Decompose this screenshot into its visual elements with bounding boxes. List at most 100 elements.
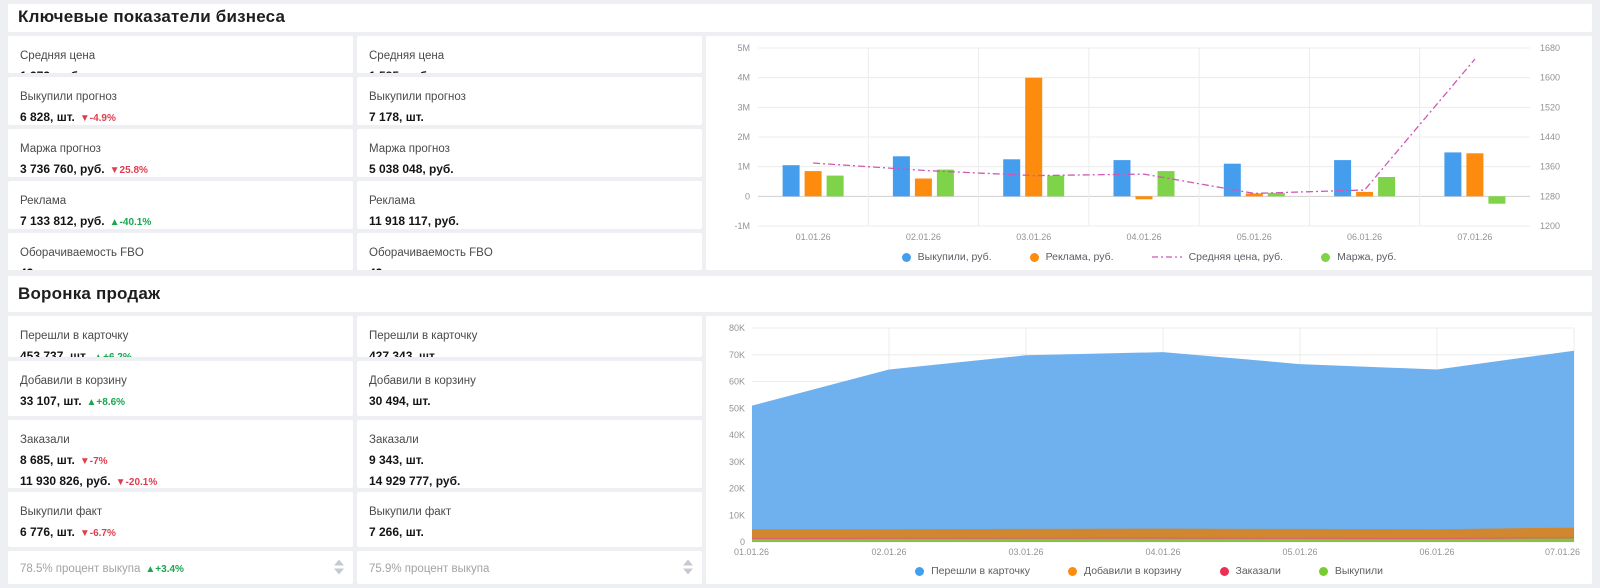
metric-label: Реклама: [369, 195, 416, 208]
card-line: 33 107, шт. ▲+8.6%: [20, 390, 341, 411]
card-line: Выкупили прогноз: [369, 85, 690, 106]
card-line: 427 343, шт.: [369, 345, 690, 357]
sales-funnel-section: Воронка продаж Перешли в карточку 453 737…: [8, 276, 1592, 584]
metric-delta: ▼25.8%: [109, 165, 148, 177]
business-kpi-section: Ключевые показатели бизнеса Средняя цена…: [8, 4, 1592, 270]
svg-text:70K: 70K: [729, 350, 745, 360]
legend-item-1[interactable]: Добавили в корзину: [1067, 565, 1182, 577]
metric-value: 48. 410 000 004, руб.: [369, 546, 487, 547]
card-line: 11 930 826, руб. ▼-20.1%: [20, 470, 341, 488]
legend-label: Перешли в карточку: [931, 565, 1030, 577]
series-dot-icon: [1321, 252, 1331, 262]
metric-delta: ▼-6.7%: [79, 528, 116, 540]
legend-label: Средняя цена, руб.: [1188, 251, 1284, 263]
legend-label: Заказали: [1235, 565, 1281, 577]
metric-label: Средняя цена: [20, 50, 96, 62]
card-line: Заказали: [20, 428, 341, 449]
stepper-down-icon[interactable]: [334, 568, 344, 575]
card-line: Оборачиваемость FBO: [369, 241, 690, 262]
stepper-up-icon[interactable]: [683, 559, 693, 566]
legend-label: Реклама, руб.: [1045, 251, 1114, 263]
svg-text:1520: 1520: [1540, 102, 1560, 112]
stepper-up-icon[interactable]: [334, 559, 344, 566]
card-line: Заказали: [369, 428, 690, 449]
card-line: 7 178, шт.: [369, 106, 690, 125]
stepper-down-icon[interactable]: [683, 568, 693, 575]
metric-delta: ▲+6.2%: [93, 352, 132, 357]
kpi-card-redeemed-fact: Выкупили факт 6 776, шт. ▼-6.7% 32 793 846,…: [8, 492, 353, 547]
card-line: 7.14% добавили в корзину: [369, 411, 690, 416]
business-kpi-chart: 5M 1680 4M 1600 3M 1520 2M 1440 1M 1360 0 1280 -1M 12…: [735, 43, 1561, 242]
metric-value: 7 266, шт.: [369, 525, 424, 540]
legend-item-0[interactable]: Перешли в карточку: [915, 565, 1030, 577]
metric-value: 1 585, руб.: [369, 69, 430, 73]
metric-delta: ▲-3%: [63, 269, 91, 270]
svg-text:03.01.26: 03.01.26: [1016, 232, 1051, 242]
business-kpi-chart-legend: Выкупили, руб. Реклама, руб. Средняя цена,…: [712, 248, 1586, 268]
svg-text:04.01.26: 04.01.26: [1126, 232, 1161, 242]
metric-delta: ▼-20.1%: [115, 477, 158, 489]
metric-value: 453 737, шт.: [20, 349, 89, 358]
metric-label: Выкупили факт: [20, 506, 103, 519]
kpi-card-avg-price: Средняя цена 1 373, руб. ▼-13.4%: [8, 36, 353, 73]
card-line: 6 776, шт. ▼-6.7%: [20, 521, 341, 542]
metric-value: 1 373, руб.: [20, 69, 81, 73]
card-line: 7 266, шт.: [369, 521, 690, 542]
metric-value: 427 343, шт.: [369, 349, 438, 358]
metric-label: Выкупили прогноз: [20, 90, 117, 103]
sales-funnel-body: Перешли в карточку 453 737, шт. ▲+6.2% Доба…: [8, 316, 1592, 584]
section-title: Воронка продаж: [18, 284, 161, 303]
metric-value: 30 494, шт.: [369, 394, 431, 409]
svg-text:-1M: -1M: [735, 221, 751, 231]
legend-item-0[interactable]: Выкупили, руб.: [901, 251, 992, 263]
metric-label: Выкупили прогноз: [369, 90, 466, 103]
kpi-card-card-visits-prev: Перешли в карточку 427 343, шт.: [357, 316, 702, 358]
dashed-line-marker-icon: [1151, 256, 1182, 258]
svg-text:3M: 3M: [737, 102, 750, 112]
metric-delta: ▼-7%: [79, 455, 108, 467]
series-dot-icon: [1029, 252, 1039, 262]
metric-label: Выкупили факт: [369, 506, 452, 519]
svg-text:20K: 20K: [729, 484, 745, 494]
metric-label: Перешли в карточку: [369, 330, 478, 342]
svg-text:06.01.26: 06.01.26: [1419, 547, 1454, 557]
sales-funnel-cards: Перешли в карточку 453 737, шт. ▲+6.2% Доба…: [8, 316, 702, 584]
svg-text:60K: 60K: [729, 377, 745, 387]
svg-text:1600: 1600: [1540, 73, 1560, 83]
svg-text:1440: 1440: [1540, 132, 1560, 142]
card-line: 78.5% процент выкупа ▲+3.4%: [20, 557, 341, 578]
svg-text:1680: 1680: [1540, 43, 1560, 53]
funnel-column-current: Перешли в карточку 453 737, шт. ▲+6.2% Доба…: [8, 316, 353, 584]
svg-text:1360: 1360: [1540, 162, 1560, 172]
legend-item-2[interactable]: Заказали: [1219, 565, 1281, 577]
card-line: 75.9% процент выкупа: [369, 557, 690, 578]
legend-label: Выкупили, руб.: [917, 251, 992, 263]
sales-funnel-section-header: Воронка продаж: [8, 276, 1592, 312]
business-kpi-section-header: Ключевые показатели бизнеса: [8, 4, 1592, 32]
metric-delta: ▲+8.6%: [86, 397, 126, 409]
legend-item-3[interactable]: Выкупили: [1318, 565, 1383, 577]
svg-text:01.01.26: 01.01.26: [734, 547, 769, 557]
metric-label: Добавили в корзину: [20, 375, 127, 388]
legend-item-2[interactable]: Маржа, руб.: [1321, 251, 1396, 263]
metric-delta: ▼-13.4%: [86, 72, 128, 73]
metric-value: 3 736 760, руб.: [20, 162, 105, 177]
metric-label: Перешли в карточку: [20, 330, 129, 342]
svg-text:1280: 1280: [1540, 191, 1560, 201]
kpi-card-add-to-cart: Добавили в корзину 33 107, шт. ▲+8.6% 7.3% …: [8, 361, 353, 416]
legend-item-1[interactable]: Реклама, руб.: [1029, 251, 1114, 263]
metric-value: 14 929 777, руб.: [369, 474, 461, 489]
sales-funnel-chart: 80K 70K 60K 50K 40K 30K 20K 10K 001.01.26 02.01.2…: [729, 323, 1580, 557]
svg-text:0: 0: [745, 191, 750, 201]
legend-item-3[interactable]: Средняя цена, руб.: [1151, 251, 1284, 263]
card-line: Оборачиваемость FBO: [20, 241, 341, 262]
series-dot-icon: [1318, 566, 1328, 576]
svg-text:5M: 5M: [737, 43, 750, 53]
svg-text:05.01.26: 05.01.26: [1282, 547, 1317, 557]
business-kpi-body: Средняя цена 1 373, руб. ▼-13.4% Выкупили п…: [8, 36, 1592, 270]
kpi-column-current: Средняя цена 1 373, руб. ▼-13.4% Выкупили п…: [8, 36, 353, 270]
metric-delta: ▲-40.1%: [109, 217, 152, 229]
